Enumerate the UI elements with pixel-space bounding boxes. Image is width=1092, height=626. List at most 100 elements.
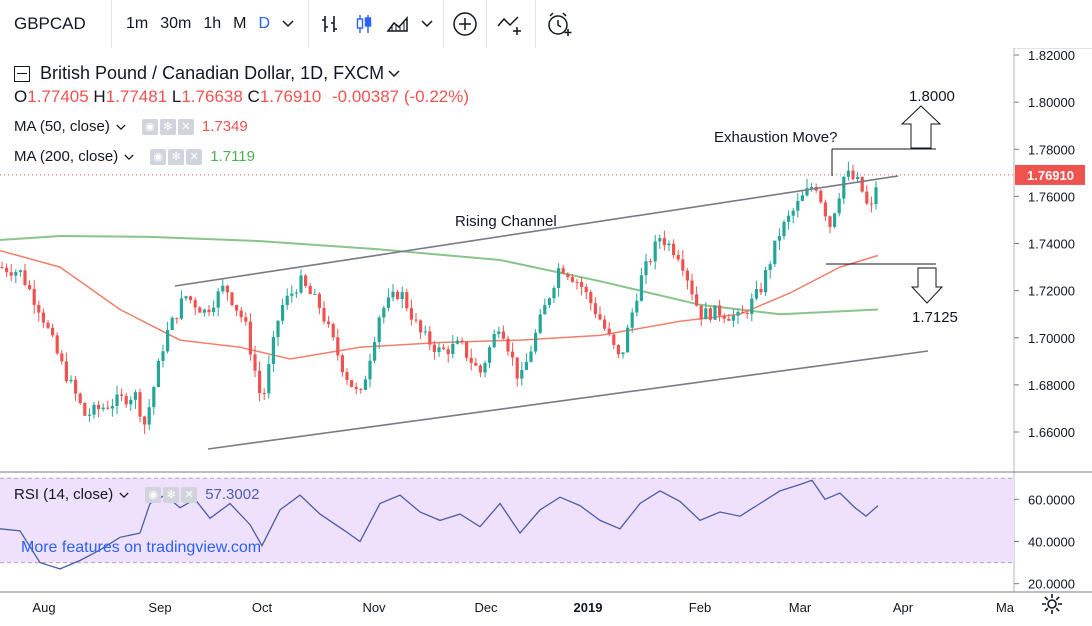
- candle-body: [704, 308, 708, 320]
- candle-body: [405, 292, 409, 309]
- close-icon[interactable]: ✕: [177, 118, 194, 135]
- y-axis-label: 1.66000: [1028, 425, 1075, 440]
- candle-body: [285, 295, 289, 306]
- area-icon[interactable]: [381, 0, 415, 48]
- candle-body: [317, 293, 321, 308]
- gear-icon[interactable]: ✻: [159, 118, 176, 135]
- chevron-down-icon[interactable]: [119, 486, 129, 503]
- candle-body: [635, 300, 639, 313]
- interval-month[interactable]: M: [233, 15, 247, 32]
- candle-body: [106, 407, 110, 409]
- candle-body: [235, 305, 239, 311]
- candle-body: [216, 291, 220, 308]
- candle-body: [810, 186, 814, 189]
- candle-body: [598, 314, 602, 320]
- candle-body: [363, 379, 367, 390]
- price-chart[interactable]: 1.82000 1.80000 1.78000 1.76000 1.74000 1.720…: [0, 48, 1092, 626]
- gear-icon[interactable]: ✻: [168, 148, 185, 165]
- candle-body: [658, 238, 662, 242]
- candle-body: [626, 327, 630, 353]
- candle-body: [593, 303, 597, 315]
- y-axis-label: 1.70000: [1028, 331, 1075, 346]
- candle-body: [823, 202, 827, 217]
- bar-style-icon[interactable]: [313, 0, 347, 48]
- chevron-down-icon[interactable]: [124, 148, 134, 165]
- candle-body: [230, 292, 234, 306]
- candle-body: [736, 311, 740, 316]
- channel-lower-line[interactable]: [207, 350, 929, 450]
- candle-body: [639, 275, 643, 301]
- high-value: 1.77481: [105, 87, 168, 106]
- promo-link[interactable]: More features on tradingview.com: [21, 539, 262, 556]
- x-axis-label: Oct: [252, 600, 273, 615]
- candle-body: [681, 259, 685, 271]
- indicator-group: [444, 0, 488, 48]
- candle-body: [225, 285, 229, 293]
- compare-group: [487, 0, 537, 48]
- add-indicator-icon[interactable]: [448, 0, 482, 48]
- chart-area[interactable]: 1.82000 1.80000 1.78000 1.76000 1.74000 1.720…: [0, 48, 1092, 626]
- interval-1h[interactable]: 1h: [203, 15, 222, 32]
- chevron-down-icon[interactable]: [116, 118, 126, 135]
- candle-body: [612, 334, 616, 345]
- low-label: L: [171, 87, 182, 106]
- candle-body: [202, 309, 206, 313]
- eye-icon[interactable]: ◉: [141, 118, 158, 135]
- chevron-down-icon[interactable]: [388, 65, 400, 83]
- ma200-label: MA (200, close): [14, 148, 119, 165]
- collapse-icon[interactable]: [14, 65, 30, 82]
- candle-body: [299, 275, 303, 293]
- candle-body: [133, 392, 137, 400]
- eye-icon[interactable]: ◉: [150, 148, 167, 165]
- interval-30m[interactable]: 30m: [160, 15, 192, 32]
- chevron-down-icon[interactable]: [415, 0, 439, 48]
- eye-icon[interactable]: ◉: [145, 486, 162, 503]
- x-axis-label: Sep: [148, 600, 171, 615]
- close-icon[interactable]: ✕: [186, 148, 203, 165]
- high-label: H: [93, 87, 106, 106]
- candle-body: [787, 215, 791, 222]
- interval-1m[interactable]: 1m: [126, 15, 149, 32]
- candle-body: [419, 320, 423, 333]
- candle-body: [501, 331, 505, 339]
- candle-body: [492, 334, 496, 348]
- candle-body: [708, 308, 712, 320]
- toolbar: GBPCAD 1m 30m 1h M D: [0, 0, 1092, 49]
- candle-body: [791, 210, 795, 216]
- x-axis-label: Ma: [996, 600, 1015, 615]
- symbol-search[interactable]: GBPCAD: [0, 0, 112, 48]
- settings-gear-icon[interactable]: [1040, 592, 1064, 616]
- candle-body: [764, 269, 768, 293]
- rsi-legend: RSI (14, close) ◉ ✻ ✕ 57.3002: [14, 486, 259, 503]
- compare-icon[interactable]: [491, 0, 531, 48]
- candles-icon[interactable]: [347, 0, 381, 48]
- gear-icon[interactable]: ✻: [163, 486, 180, 503]
- channel-upper-line[interactable]: [174, 175, 899, 287]
- candle-body: [768, 264, 772, 270]
- candle-body: [41, 312, 45, 323]
- interval-day[interactable]: D: [258, 15, 271, 32]
- close-icon[interactable]: ✕: [181, 486, 198, 503]
- candle-body: [368, 360, 372, 380]
- chart-style-group: [309, 0, 445, 48]
- ma50-label: MA (50, close): [14, 118, 110, 135]
- candle-body: [152, 387, 156, 408]
- candle-body: [557, 268, 561, 288]
- chevron-down-icon[interactable]: [276, 0, 300, 48]
- candle-body: [336, 337, 340, 356]
- candle-body: [239, 310, 243, 318]
- alert-icon[interactable]: [540, 0, 580, 48]
- candle-body: [630, 312, 634, 328]
- candle-body: [432, 344, 436, 352]
- candle-body: [340, 355, 344, 373]
- candle-body: [805, 188, 809, 196]
- low-value: 1.76638: [181, 87, 243, 106]
- candle-body: [386, 297, 390, 308]
- candle-body: [538, 314, 542, 333]
- rsi-axis-label: 20.0000: [1028, 577, 1075, 592]
- rsi-value: 57.3002: [205, 486, 260, 503]
- y-axis-label: 1.78000: [1028, 142, 1075, 157]
- candle-body: [874, 187, 878, 205]
- candle-body: [828, 216, 832, 227]
- candle-body: [189, 296, 193, 301]
